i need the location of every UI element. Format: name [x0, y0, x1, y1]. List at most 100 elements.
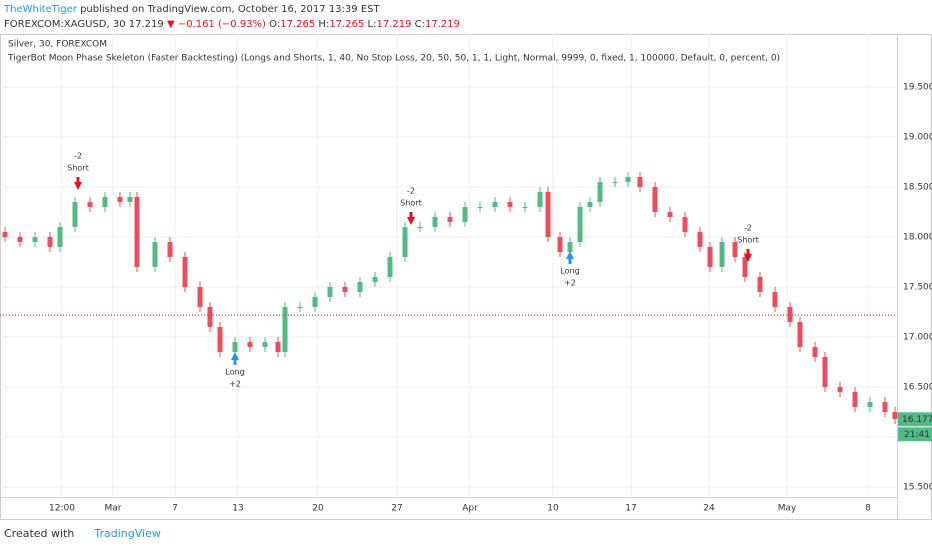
candle-body	[182, 257, 188, 287]
y-tick-label: 15.500	[903, 483, 932, 493]
candle-body	[667, 212, 673, 217]
x-tick-label: 10	[547, 504, 559, 514]
signal-label: Short	[67, 164, 88, 173]
candle-body	[757, 277, 763, 292]
author[interactable]: TheWhiteTiger	[4, 4, 77, 15]
candle-body	[707, 247, 713, 267]
candle-body	[197, 287, 203, 307]
candle-body	[652, 187, 658, 212]
candle-body	[812, 347, 818, 357]
x-tick-label: 12:00	[49, 504, 75, 514]
c-val: 17.219	[425, 19, 460, 30]
candle-body	[417, 227, 423, 228]
candle-body	[682, 217, 688, 232]
candle-body	[507, 202, 513, 207]
candle-body	[127, 197, 133, 202]
x-tick-label: May	[778, 504, 797, 514]
grid	[0, 34, 897, 497]
signal: Long +2	[225, 352, 245, 389]
created: Created with	[4, 527, 75, 540]
candle-body	[787, 307, 793, 322]
plot: -2 Short Long +2 -2 Short Long +2 -2 Short	[0, 152, 898, 424]
candle-body	[32, 237, 38, 242]
signal-amount: Long	[560, 267, 579, 276]
candle-body	[357, 282, 363, 292]
candle-body	[557, 237, 563, 252]
signal-label: Short	[400, 199, 421, 208]
candle-body	[637, 177, 643, 187]
frame	[0, 34, 932, 520]
last-price-label: 16.177	[902, 415, 932, 425]
signal-amount: -2	[744, 224, 752, 233]
y-tick-label: 19.500	[903, 83, 932, 93]
candle-body	[882, 402, 888, 412]
x-tick-label: 20	[312, 504, 324, 514]
brand[interactable]: TradingView	[94, 527, 161, 540]
candle-body	[327, 287, 333, 297]
x-tick-label: Mar	[105, 504, 122, 514]
signal-amount: -2	[74, 152, 82, 161]
header: TheWhiteTiger published on TradingView.c…	[4, 2, 460, 32]
candle-body	[742, 257, 748, 277]
h-val: 17.265	[329, 19, 365, 30]
candle-body	[567, 242, 573, 252]
signal-amount: -2	[407, 187, 415, 196]
change: ▼ −0.161 (−0.93%)	[166, 19, 266, 30]
candle-body	[522, 207, 528, 208]
last: 17.219	[128, 19, 164, 30]
candle-body	[207, 307, 213, 327]
candle-body	[837, 387, 843, 392]
x-tick-label: Apr	[462, 504, 478, 514]
signal-label: +2	[564, 279, 576, 288]
signal: -2 Short	[737, 224, 759, 262]
candle-body	[732, 242, 738, 257]
chart-title: Silver, 30, FOREXCOM	[8, 40, 107, 50]
candle-body	[697, 232, 703, 247]
candle-body	[625, 177, 631, 182]
candle-body	[447, 217, 453, 222]
candle-body	[772, 292, 778, 307]
signal-arrow	[231, 352, 239, 365]
signal: -2 Short	[400, 187, 422, 225]
time-label: 21:41	[904, 430, 930, 440]
symbol: FOREXCOM:XAGUSD, 30	[4, 19, 126, 30]
signal: -2 Short	[67, 152, 89, 190]
signal-label: Short	[737, 236, 758, 245]
footer: Created with TradingView	[4, 527, 161, 540]
candle-body	[402, 227, 408, 257]
signal-amount: Long	[225, 368, 244, 377]
publish-line: TheWhiteTiger published on TradingView.c…	[4, 2, 460, 17]
candle-body	[134, 197, 140, 267]
candle-body	[537, 192, 543, 207]
y-tick-label: 17.000	[903, 333, 932, 343]
candle-body	[167, 242, 173, 257]
x-tick-label: 17	[625, 504, 636, 514]
c-key: C:	[414, 19, 425, 30]
candle-body	[57, 227, 63, 247]
candle-body	[17, 237, 23, 242]
y-tick-label: 17.500	[903, 283, 932, 293]
y-tick-label: 19.000	[903, 133, 932, 143]
candle-body	[597, 182, 603, 202]
y-tick-label: 18.000	[903, 233, 932, 243]
signal-label: +2	[229, 380, 241, 389]
candle-body	[797, 322, 803, 347]
time-box	[898, 427, 932, 442]
candle-body	[387, 257, 393, 277]
signal-arrow	[407, 212, 415, 225]
candle-body	[545, 192, 551, 237]
candle-body	[587, 202, 593, 207]
candle-body	[612, 182, 618, 183]
candle-body	[577, 207, 583, 242]
candle-body	[342, 287, 348, 292]
o-val: 17.265	[280, 19, 316, 30]
y-tick-label: 18.500	[903, 183, 932, 193]
candle-body	[117, 197, 123, 202]
y-tick-label: 16.500	[903, 383, 932, 393]
o-key: O:	[269, 19, 281, 30]
quote-line: FOREXCOM:XAGUSD, 30 17.219 ▼ −0.161 (−0.…	[4, 17, 460, 32]
x-tick-label: 8	[865, 504, 871, 514]
candle-body	[102, 197, 108, 207]
candle-body	[275, 342, 281, 352]
candle-body	[892, 412, 898, 419]
